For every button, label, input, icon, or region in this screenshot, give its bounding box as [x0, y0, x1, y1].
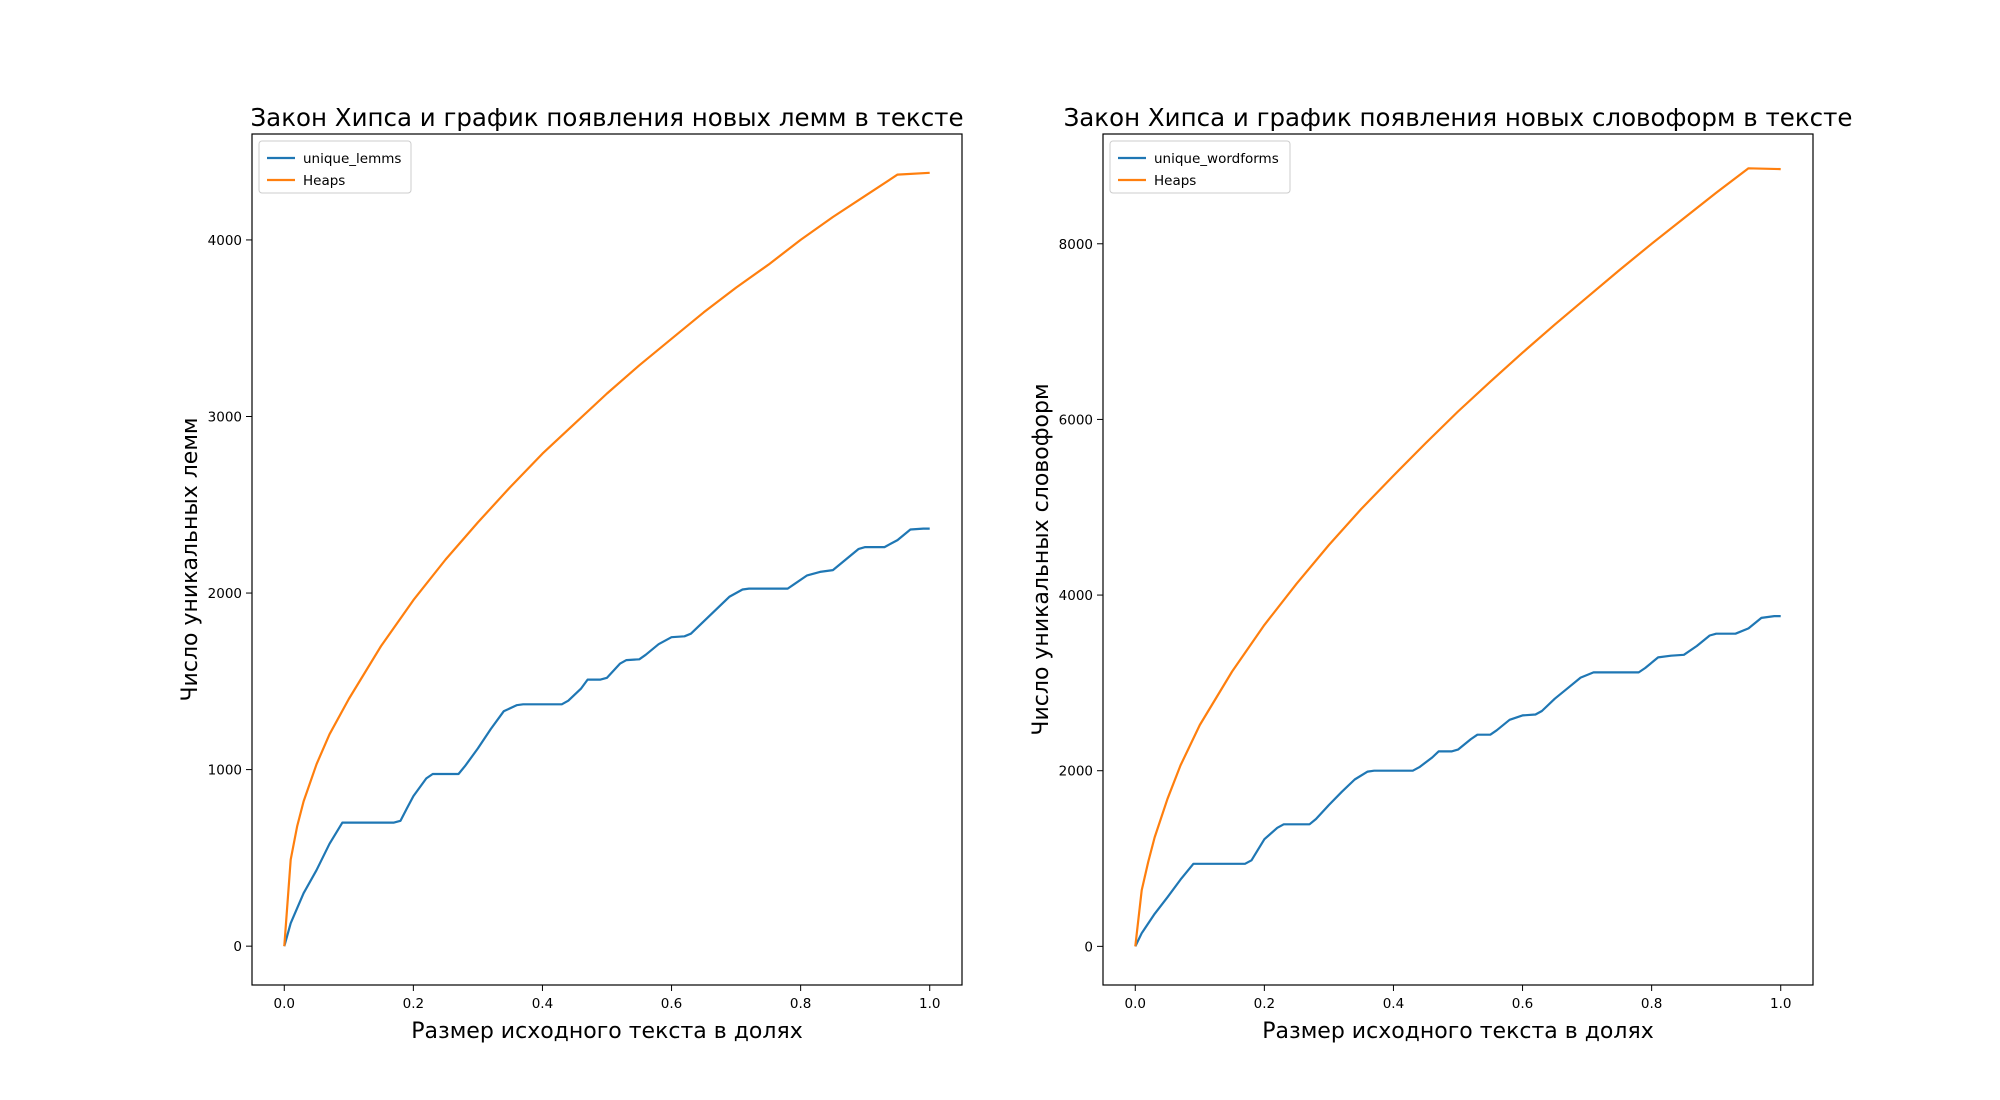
chart-2-y-axis-label: Число уникальных словоформ: [1029, 383, 1054, 735]
chart-2-legend-box: [1109, 140, 1291, 194]
chart-2-y-tick-label: 8000: [1059, 237, 1093, 253]
chart-2-legend-label-2: Heaps: [1154, 173, 1196, 189]
chart-1-y-tick-label: 2000: [208, 586, 242, 602]
chart-1-title: Закон Хипса и график появления новых лем…: [250, 103, 963, 132]
chart-1-x-tick-label: 0.4: [532, 996, 553, 1012]
chart-1-x-axis-label: Размер исходного текста в долях: [411, 1019, 802, 1044]
chart-2-x-tick-label: 0.4: [1383, 996, 1404, 1012]
chart-1-x-tick-label: 0.6: [661, 996, 682, 1012]
chart-1-legend-label-2: Heaps: [303, 173, 345, 189]
chart-1-axes-frame: [251, 133, 963, 986]
chart-2-x-tick-label: 0.2: [1254, 996, 1275, 1012]
chart-1-series-line-2: [283, 171, 930, 947]
chart-1-x-tick-label: 0.8: [790, 996, 811, 1012]
chart-1-series-line-1: [283, 527, 930, 947]
chart-2-y-tick-label: 4000: [1059, 588, 1093, 604]
chart-2-x-tick-label: 1.0: [1770, 996, 1791, 1012]
chart-2-y-tick-label: 0: [1084, 939, 1093, 955]
chart-1-x-tick-label: 1.0: [919, 996, 940, 1012]
chart-1-y-tick-label: 3000: [208, 409, 242, 425]
chart-2-x-tick-label: 0.0: [1125, 996, 1146, 1012]
chart-2-y-tick-label: 2000: [1059, 764, 1093, 780]
chart-1-x-tick-label: 0.2: [403, 996, 424, 1012]
chart-2-series-line-2: [1134, 167, 1781, 947]
chart-1-legend-label-1: unique_lemms: [303, 151, 401, 167]
chart-2-legend-label-1: unique_wordforms: [1154, 151, 1279, 167]
chart-2-series-line-1: [1134, 614, 1781, 947]
chart-2-x-axis-label: Размер исходного текста в долях: [1262, 1019, 1653, 1044]
chart-2-axes-frame: [1102, 133, 1814, 986]
chart-2-y-tick-label: 6000: [1059, 412, 1093, 428]
chart-2-x-tick-label: 0.8: [1641, 996, 1662, 1012]
chart-1-x-tick-label: 0.0: [274, 996, 295, 1012]
chart-1-legend-box: [258, 140, 412, 194]
chart-2-x-tick-label: 0.6: [1512, 996, 1533, 1012]
chart-1-y-axis-label: Число уникальных лемм: [178, 417, 203, 701]
chart-1-y-tick-label: 4000: [208, 233, 242, 249]
chart-2-title: Закон Хипса и график появления новых сло…: [1064, 103, 1853, 132]
chart-1-y-tick-label: 1000: [208, 763, 242, 779]
chart-1-y-tick-label: 0: [233, 939, 242, 955]
